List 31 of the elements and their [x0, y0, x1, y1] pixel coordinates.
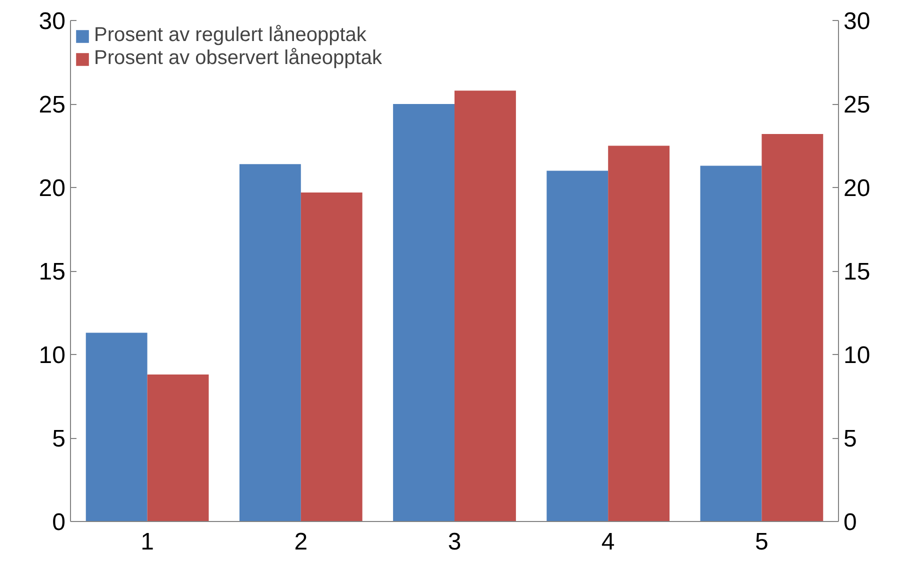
y2-tick-label: 20	[844, 175, 870, 202]
y-tick-label: 0	[52, 509, 66, 536]
y-tick-label: 5	[52, 426, 66, 452]
bar	[393, 104, 454, 522]
y2-tick-label: 0	[844, 509, 857, 536]
x-tick-label: 3	[448, 528, 462, 556]
y-tick-label: 15	[38, 258, 66, 286]
x-tick-label: 2	[294, 528, 308, 556]
bar	[86, 332, 148, 522]
bar	[762, 134, 824, 522]
y2-tick-label: 25	[844, 92, 870, 118]
bar	[239, 164, 301, 522]
y2-tick-label: 10	[844, 342, 870, 369]
bar	[700, 166, 762, 522]
legend-label: Prosent av observert låneopptak	[94, 47, 382, 70]
bar	[608, 146, 670, 522]
bar	[147, 374, 209, 522]
x-tick-label: 5	[755, 528, 768, 556]
bar	[546, 170, 608, 522]
y-tick-label: 20	[38, 175, 66, 202]
legend-label: Prosent av regulert låneopptak	[94, 24, 366, 47]
x-tick-label: 1	[140, 528, 154, 556]
y2-tick-label: 15	[844, 258, 870, 286]
y-tick-label: 30	[38, 8, 66, 35]
x-tick-label: 4	[601, 528, 615, 556]
bar	[454, 90, 516, 522]
y2-tick-label: 5	[844, 426, 857, 452]
y-tick-label: 25	[38, 92, 66, 118]
y-tick-label: 10	[38, 342, 66, 369]
bar	[300, 192, 362, 522]
y2-tick-label: 30	[844, 8, 870, 35]
